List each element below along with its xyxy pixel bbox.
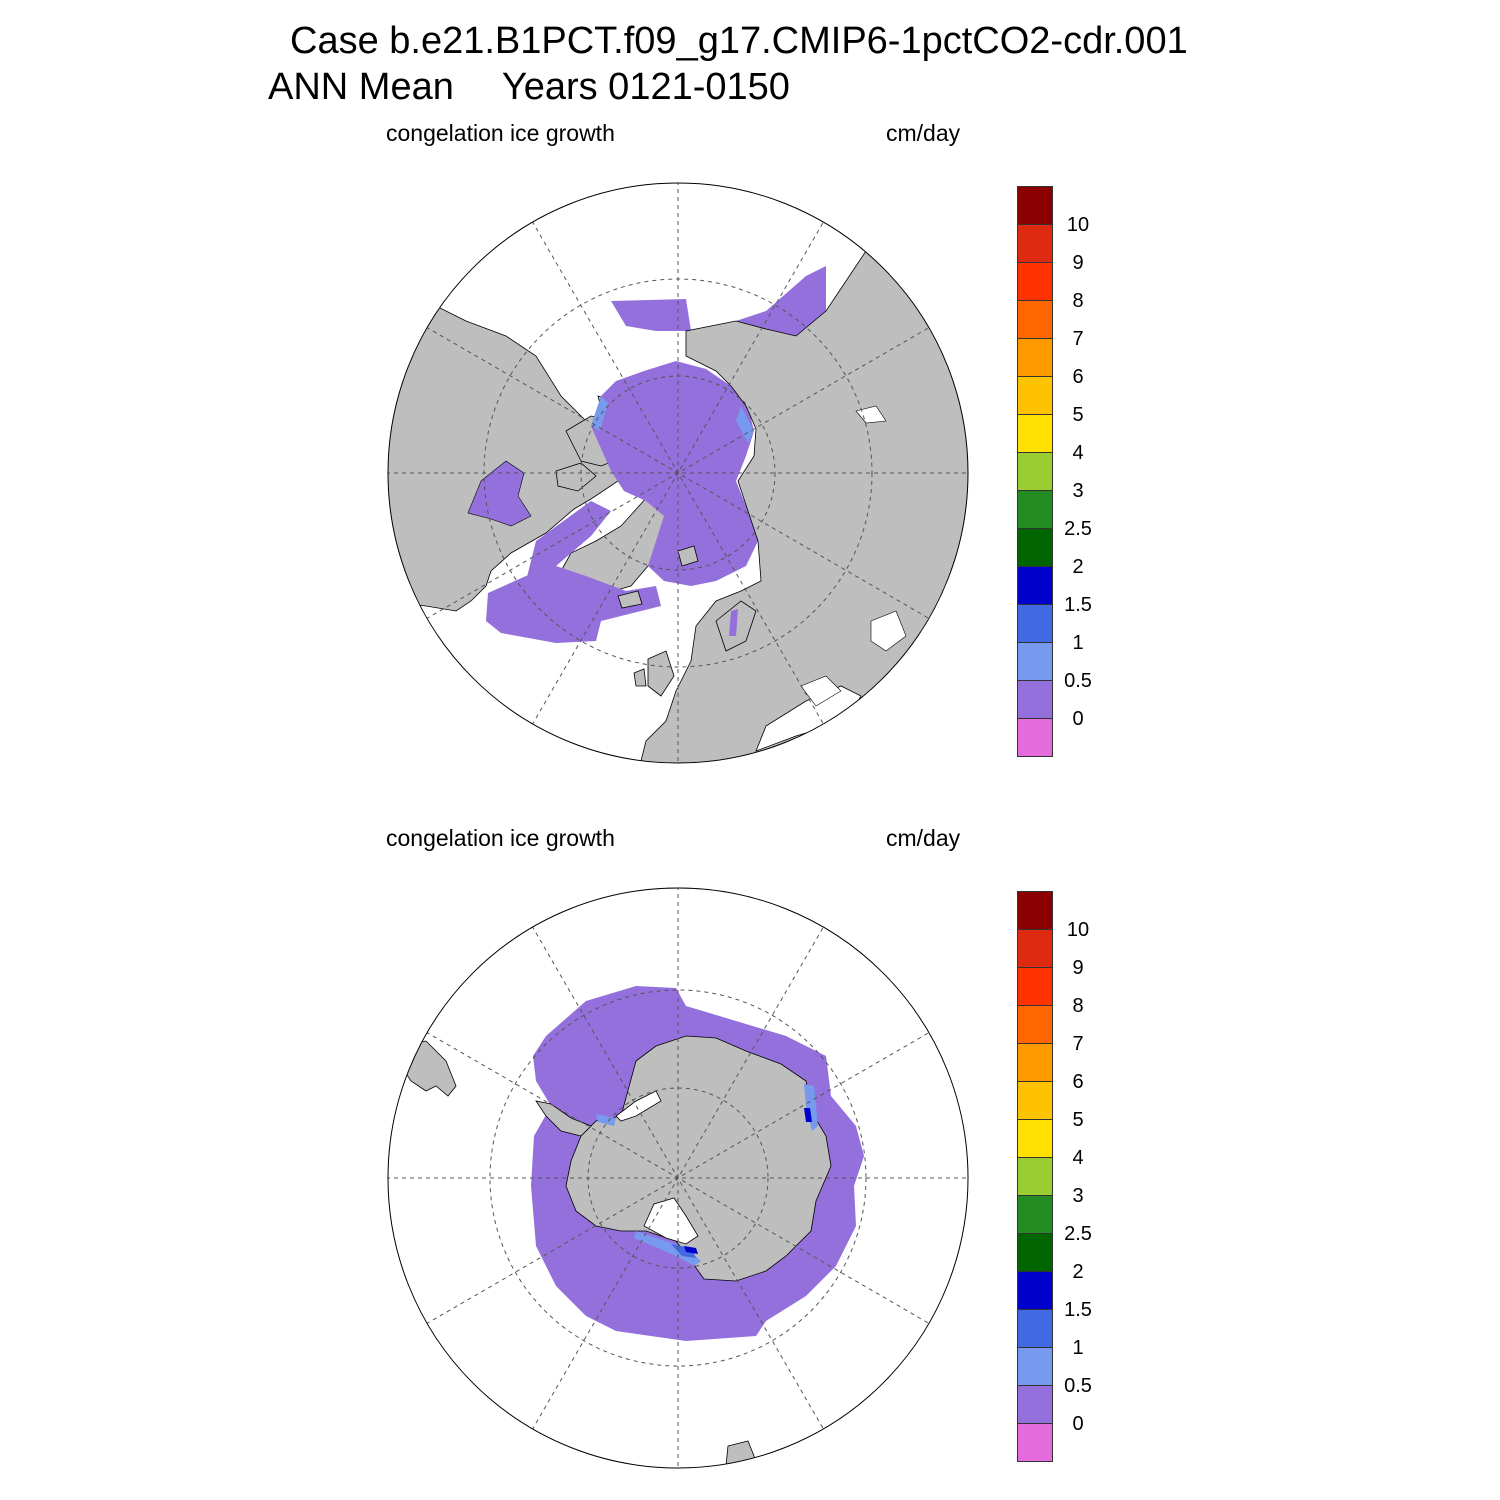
south-polar-panel: congelation ice growth cm/day (0, 705, 1500, 1469)
units-label: cm/day (886, 825, 961, 851)
colorbar (1017, 186, 1053, 758)
colorbar-label: 10 (1066, 919, 1090, 941)
colorbar-swatch-14 (1017, 929, 1053, 968)
colorbar-swatch-6 (1017, 528, 1053, 567)
colorbar-swatch-11 (1017, 1043, 1053, 1082)
colorbar-label: 0.5 (1064, 1375, 1092, 1397)
plot-title-case: Case b.e21.B1PCT.f09_g17.CMIP6-1pctCO2-c… (290, 20, 1188, 62)
colorbar-label: 3 (1072, 480, 1084, 502)
colorbar-swatch-7 (1017, 490, 1053, 529)
graticule (388, 888, 968, 1468)
colorbar-swatch-3 (1017, 642, 1053, 681)
colorbar-label: 7 (1072, 328, 1084, 350)
colorbar-label: 10 (1066, 214, 1090, 236)
land-british-isles (647, 650, 675, 697)
colorbar-label: 0.5 (1064, 670, 1092, 692)
hudson-bay-ice (467, 460, 532, 527)
colorbar-label: 8 (1072, 290, 1084, 312)
colorbar-swatch-1 (1017, 718, 1053, 757)
colorbar-swatch-8 (1017, 452, 1053, 491)
variable-label: congelation ice growth (386, 120, 615, 146)
map-border (387, 182, 969, 764)
land-eurasia (635, 240, 968, 763)
colorbar-label: 6 (1072, 366, 1084, 388)
colorbar-label: 2.5 (1064, 518, 1092, 540)
colorbar-swatch-2 (1017, 680, 1053, 719)
years-label: Years 0121-0150 (501, 66, 790, 108)
units-label: cm/day (886, 120, 961, 146)
colorbar-swatch-9 (1017, 1119, 1053, 1158)
colorbar-label: 2 (1072, 556, 1084, 578)
colorbar-label: 4 (1072, 1147, 1084, 1169)
land-north-america (388, 219, 648, 612)
colorbar-label: 5 (1072, 404, 1084, 426)
colorbar-swatch-10 (1017, 376, 1053, 415)
map-border (387, 887, 969, 1469)
colorbar-swatch-1 (1017, 1423, 1053, 1462)
variable-label: congelation ice growth (386, 825, 615, 851)
colorbar-swatch-7 (1017, 1195, 1053, 1234)
colorbar-swatch-8 (1017, 1157, 1053, 1196)
colorbar-label: 2.5 (1064, 1223, 1092, 1245)
colorbar-label: 8 (1072, 995, 1084, 1017)
land-iceland (617, 590, 643, 609)
colorbar-label: 1.5 (1064, 594, 1092, 616)
south-polar-map (387, 887, 969, 1469)
colorbar-swatch-15 (1017, 891, 1053, 930)
colorbar-swatch-15 (1017, 186, 1053, 225)
north-polar-map (387, 182, 969, 764)
colorbar-swatch-3 (1017, 1347, 1053, 1386)
colorbar-swatch-13 (1017, 967, 1053, 1006)
colorbar-swatch-13 (1017, 262, 1053, 301)
colorbar-swatch-5 (1017, 566, 1053, 605)
colorbar-label: 2 (1072, 1261, 1084, 1283)
colorbar-label: 3 (1072, 1185, 1084, 1207)
colorbar-label: 0 (1072, 708, 1084, 730)
colorbar-swatch-2 (1017, 1385, 1053, 1424)
colorbar-label: 4 (1072, 442, 1084, 464)
colorbar-swatch-6 (1017, 1233, 1053, 1272)
colorbar-label: 5 (1072, 1109, 1084, 1131)
colorbar-label: 7 (1072, 1033, 1084, 1055)
colorbar-label: 9 (1072, 252, 1084, 274)
colorbar-swatch-14 (1017, 224, 1053, 263)
land-antarctica (565, 1035, 832, 1282)
colorbar-label: 9 (1072, 957, 1084, 979)
colorbar-swatch-4 (1017, 1309, 1053, 1348)
colorbar-swatch-4 (1017, 604, 1053, 643)
colorbar-label: 1.5 (1064, 1299, 1092, 1321)
colorbar-swatch-11 (1017, 338, 1053, 377)
colorbar-label: 1 (1072, 1337, 1084, 1359)
colorbar-label: 1 (1072, 632, 1084, 654)
colorbar-label: 6 (1072, 1071, 1084, 1093)
colorbar (1017, 891, 1053, 1463)
colorbar-swatch-12 (1017, 1005, 1053, 1044)
colorbar-swatch-12 (1017, 300, 1053, 339)
colorbar-swatch-5 (1017, 1271, 1053, 1310)
season-label: ANN Mean (268, 66, 454, 108)
north-polar-panel: congelation ice growth cm/day (0, 0, 1500, 764)
plot-title-period: ANN Mean Years 0121-0150 (268, 68, 790, 106)
colorbar-swatch-9 (1017, 414, 1053, 453)
graticule (388, 183, 968, 763)
north-atlantic-ice (486, 566, 661, 643)
colorbar-label: 0 (1072, 1413, 1084, 1435)
colorbar-swatch-10 (1017, 1081, 1053, 1120)
